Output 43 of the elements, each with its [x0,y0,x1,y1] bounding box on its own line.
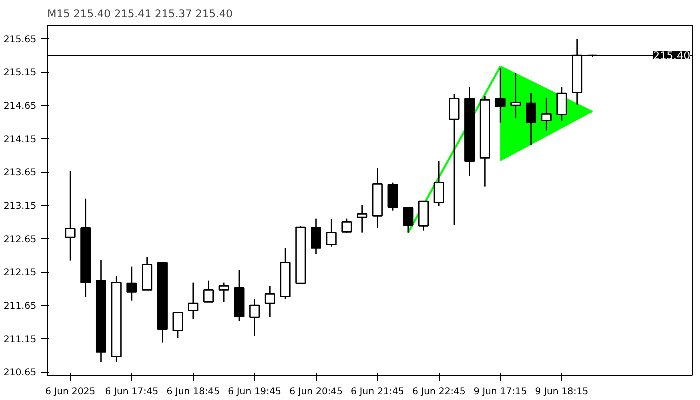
candlestick [541,98,552,132]
x-tick-label: 9 Jun 18:15 [535,386,589,398]
candlestick [495,68,506,124]
y-tick-label: 211.15 [4,334,37,346]
x-tick-label: 9 Jun 17:15 [474,386,528,398]
candlestick [449,94,460,226]
candlestick [218,282,230,303]
candlestick [188,282,199,320]
x-tick-label: 6 Jun 17:45 [105,386,159,398]
y-tick-label: 214.65 [4,101,37,112]
y-tick-label: 210.65 [4,368,37,379]
candlestick [326,218,337,248]
ref-line-label: 215.40 [653,50,691,62]
x-tick-label: 6 Jun 19:45 [228,386,282,398]
y-tick-label: 211.65 [4,301,37,312]
candlestick [126,266,138,302]
y-tick-label: 213.65 [4,168,37,179]
candlestick [526,92,537,146]
x-tick-label: 6 Jun 22:45 [412,386,466,398]
y-tick-label: 214.15 [4,134,37,146]
candlestick [510,72,522,119]
candlestick [388,182,398,212]
candlestick [264,286,276,318]
candlestick [172,312,184,339]
candlestick [434,160,444,207]
candlestick [310,218,322,255]
y-tick-label: 215.15 [4,68,37,79]
x-tick-label: 6 Jun 18:45 [166,386,220,398]
x-tick-label: 6 Jun 20:45 [290,386,343,398]
candlestick [342,218,352,234]
candlestick [357,204,368,234]
x-tick-label: 6 Jun 2025 [45,386,96,398]
y-tick-label: 212.15 [4,268,37,279]
y-tick-label: 212.65 [4,234,37,246]
x-tick-label: 6 Jun 21:45 [351,386,404,398]
chart-title: M15 215.40 215.41 215.37 215.40 [48,8,234,20]
candlestick [203,280,214,303]
y-tick-label: 213.15 [4,201,37,212]
candlestick [403,208,414,234]
candlestick [250,298,260,337]
candlestick [556,86,568,122]
candlestick [65,170,76,262]
y-tick-label: 215.65 [4,34,37,46]
